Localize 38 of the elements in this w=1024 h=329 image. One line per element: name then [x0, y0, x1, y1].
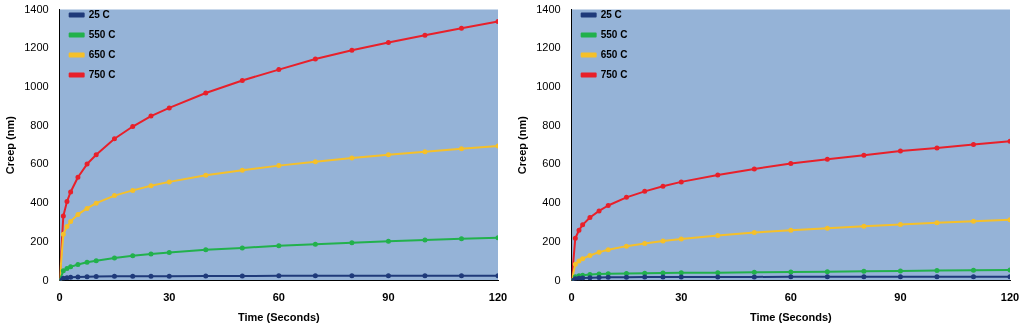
legend-label: 25 C	[600, 8, 622, 20]
y-tick-label: 200	[542, 234, 561, 247]
legend-label: 550 C	[600, 28, 628, 40]
x-tick-label: 120	[1000, 291, 1020, 304]
legend-label: 650 C	[88, 48, 116, 60]
x-tick-label: 0	[568, 291, 575, 304]
y-tick-label: 1200	[24, 41, 49, 54]
x-axis-title: Time (Seconds)	[237, 311, 321, 324]
y-tick-label: 1400	[536, 2, 561, 15]
y-tick-label: 800	[542, 118, 561, 131]
y-tick-label: 800	[30, 118, 49, 131]
y-tick-label: 1000	[24, 80, 49, 93]
y-tick-label: 600	[542, 157, 561, 170]
y-tick-label: 0	[554, 273, 561, 286]
y-tick-label: 1200	[536, 41, 561, 54]
y-tick-label: 400	[30, 196, 49, 209]
y-axis-title: Creep (nm)	[515, 115, 528, 175]
x-tick-label: 90	[382, 291, 395, 304]
y-tick-label: 1400	[24, 2, 49, 15]
y-tick-label: 0	[42, 273, 49, 286]
legend-label: 25 C	[88, 8, 110, 20]
x-tick-label: 120	[488, 291, 508, 304]
x-tick-label: 60	[784, 291, 797, 304]
y-tick-label: 600	[30, 157, 49, 170]
legend-label: 750 C	[600, 68, 628, 80]
x-tick-label: 30	[163, 291, 176, 304]
legend-label: 650 C	[600, 48, 628, 60]
y-tick-label: 200	[30, 234, 49, 247]
x-tick-label: 90	[894, 291, 907, 304]
x-tick-label: 0	[56, 291, 63, 304]
y-axis-title: Creep (nm)	[3, 115, 16, 175]
y-tick-label: 1000	[536, 80, 561, 93]
x-tick-label: 30	[675, 291, 688, 304]
y-tick-label: 400	[542, 196, 561, 209]
legend-label: 750 C	[88, 68, 116, 80]
legend-label: 550 C	[88, 28, 116, 40]
x-axis-title: Time (Seconds)	[749, 311, 833, 324]
x-tick-label: 60	[272, 291, 285, 304]
